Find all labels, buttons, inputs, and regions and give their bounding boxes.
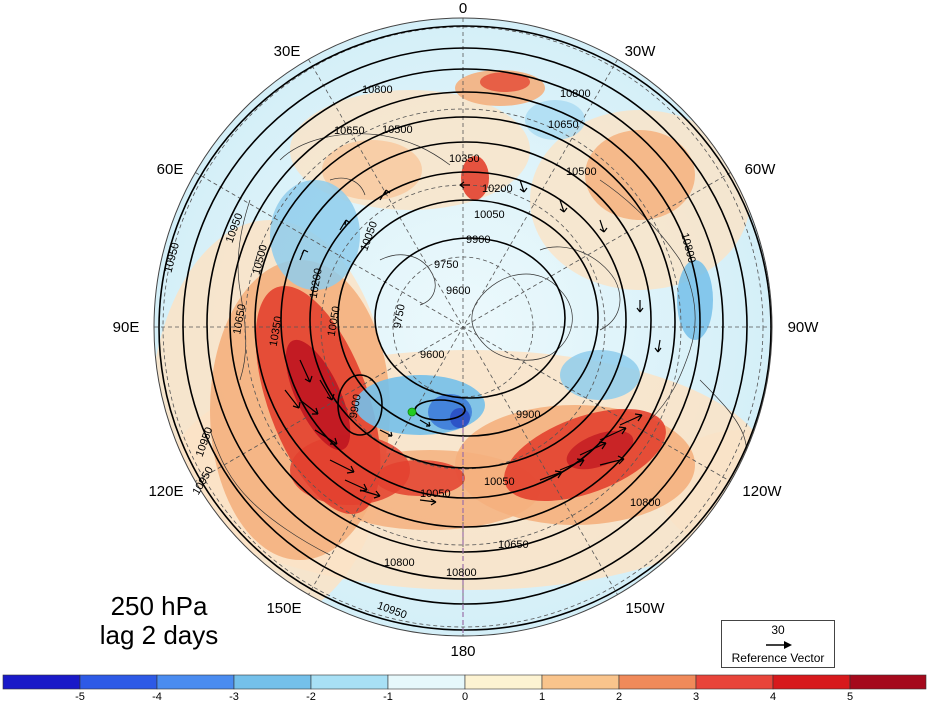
contour-label: 10500 (382, 124, 413, 136)
lon-label-90w: 90W (788, 319, 820, 336)
colorbar-segment (695, 674, 774, 690)
colorbar-segment (156, 674, 235, 690)
colorbar-segment (310, 674, 389, 690)
contour-label: 9750 (434, 259, 458, 271)
colorbar-tick-label: 2 (616, 691, 622, 702)
colorbar-tick-label: -2 (306, 691, 316, 702)
contour-label: 10650 (334, 125, 365, 137)
wind-vectors (284, 179, 662, 506)
contour-label: 10800 (384, 557, 415, 569)
reference-vector-label: Reference Vector (731, 651, 825, 665)
reference-vector-value: 30 (771, 623, 785, 637)
colorbar-segment (79, 674, 158, 690)
lon-label-30w: 30W (625, 43, 657, 60)
contour-label: 10350 (268, 315, 285, 347)
contour-label: 9900 (516, 409, 540, 421)
lon-label-0: 0 (459, 0, 467, 17)
contour-label: 10050 (326, 305, 343, 337)
contour-label: 10800 (630, 497, 661, 509)
contour-label: 9600 (420, 349, 444, 361)
marker-point (407, 407, 417, 417)
colorbar-segment (2, 674, 81, 690)
plot-caption: 250 hPa lag 2 days (84, 592, 234, 650)
colorbar-segment (233, 674, 312, 690)
colorbar-tick-label: 4 (770, 691, 776, 702)
lon-label-60w: 60W (745, 161, 777, 178)
lon-label-30e: 30E (274, 43, 301, 60)
colorbar-segment (618, 674, 697, 690)
contour-label: 10650 (498, 539, 529, 551)
contour-label: 10800 (560, 88, 591, 100)
lon-label-180: 180 (450, 643, 475, 660)
colorbar-tick-label: -1 (383, 691, 393, 702)
colorbar-tick-label: 5 (847, 691, 853, 702)
graticule (154, 18, 772, 636)
lon-label-120e: 120E (148, 483, 183, 500)
contour-label: 10050 (484, 476, 515, 488)
colorbar-segment (772, 674, 851, 690)
coastlines (209, 133, 748, 556)
colorbar (2, 674, 927, 690)
contour-label: 10800 (446, 567, 477, 579)
colorbar-tick-label: -4 (152, 691, 162, 702)
pressure-level-label: 250 hPa (110, 591, 208, 621)
contour-label: 10650 (231, 303, 248, 335)
contour-label: 10200 (308, 267, 325, 299)
longitude-labels: 0 30W 60W 90W 120W 150W 180 150E 120E 90… (113, 0, 820, 660)
reference-arrow-icon (766, 641, 792, 649)
colorbar-ticks: -5 -4 -3 -2 -1 0 1 2 3 4 5 (75, 691, 853, 702)
colorbar-tick-label: 3 (693, 691, 699, 702)
lag-label: lag 2 days (99, 620, 219, 650)
contour-label: 9900 (466, 234, 490, 246)
contour-label: 10050 (420, 488, 451, 500)
contour-label: 9600 (446, 285, 470, 297)
contour-label: 10500 (566, 166, 597, 178)
colorbar-tick-label: -5 (75, 691, 85, 702)
contour-label: 10200 (482, 183, 513, 195)
contour-label: 9900 (348, 393, 364, 419)
map-border (153, 17, 773, 637)
colorbar-segment (464, 674, 543, 690)
height-contours (158, 25, 772, 631)
contour-label: 10050 (474, 209, 505, 221)
contour-label: 10350 (449, 153, 480, 165)
colorbar-tick-label: 0 (462, 691, 468, 702)
reference-vector-box: 30 Reference Vector (721, 620, 835, 668)
lon-label-90e: 90E (113, 319, 140, 336)
colorbar-tick-label: 1 (539, 691, 545, 702)
colorbar-segment (541, 674, 620, 690)
colorbar-tick-label: -3 (229, 691, 239, 702)
lon-label-150e: 150E (266, 600, 301, 617)
colorbar-segment (387, 674, 466, 690)
contour-label: 10650 (548, 119, 579, 131)
contour-label: 9750 (392, 303, 408, 329)
colorbar-segment (849, 674, 927, 690)
contour-label: 10800 (362, 84, 393, 96)
lon-label-60e: 60E (157, 161, 184, 178)
lon-label-120w: 120W (742, 483, 782, 500)
lon-label-150w: 150W (625, 600, 665, 617)
